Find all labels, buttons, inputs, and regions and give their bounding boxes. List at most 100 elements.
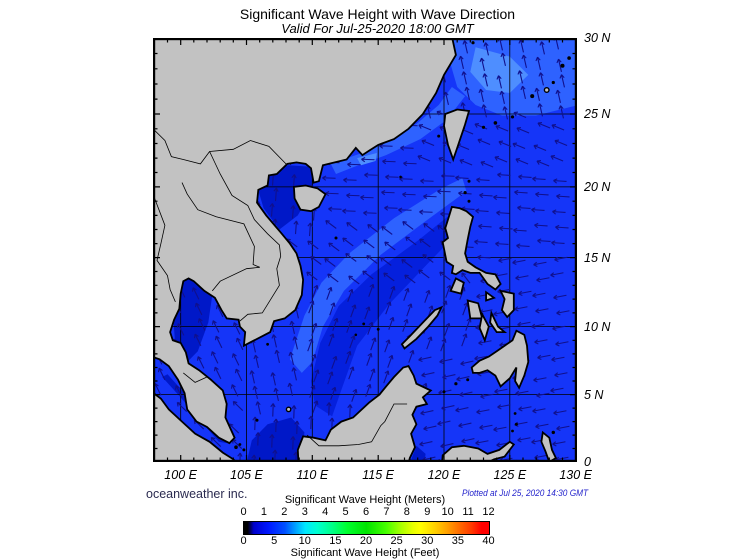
lat-label-5: 5 N xyxy=(584,387,604,402)
border-china-indochina xyxy=(153,128,287,165)
island-paracel xyxy=(334,236,338,240)
credit-plotted-timestamp: Plotted at Jul 25, 2020 14:30 GMT xyxy=(461,488,588,498)
island-pratas xyxy=(399,175,402,179)
land-hainan xyxy=(292,184,327,213)
lat-label-10: 10 N xyxy=(584,319,611,334)
border-vietnam-west xyxy=(209,151,282,322)
land-palawan xyxy=(400,305,444,350)
island-ryukyu-4 xyxy=(530,94,535,99)
feet-tick-40: 40 xyxy=(482,535,495,547)
island-amami-2 xyxy=(567,56,571,60)
island-sulu-2 xyxy=(454,382,458,386)
map-canvas xyxy=(153,38,577,462)
lat-label-30: 30 N xyxy=(584,31,611,45)
land-mindoro xyxy=(449,277,465,295)
island-sulu-1 xyxy=(442,390,446,394)
meters-tick-2: 2 xyxy=(281,506,288,518)
valid-time-subtitle: Valid For Jul-25-2020 18:00 GMT xyxy=(281,21,474,36)
legend-feet-title: Significant Wave Height (Feet) xyxy=(290,547,440,559)
island-babuyan-2 xyxy=(467,199,471,203)
border-thailand-myanmar xyxy=(153,193,176,303)
meters-tick-12: 12 xyxy=(482,506,495,518)
legend-meters-title: Significant Wave Height (Meters) xyxy=(284,494,446,506)
land-borneo xyxy=(296,365,433,462)
map-svg xyxy=(153,38,577,462)
land-asia-mainland xyxy=(153,38,457,445)
feet-tick-35: 35 xyxy=(451,535,464,547)
land-sulawesi xyxy=(441,440,516,462)
island-batanes-1 xyxy=(467,179,471,183)
meters-tick-7: 7 xyxy=(383,506,390,518)
island-okinawa xyxy=(543,87,550,94)
sea-region-vietnam-offshore-light-band xyxy=(289,178,467,373)
land-negros xyxy=(478,311,490,343)
wave-height-colorbar xyxy=(243,521,490,535)
meters-tick-9: 9 xyxy=(424,506,431,518)
feet-tick-30: 30 xyxy=(421,535,434,547)
sea-region-makassar-dark xyxy=(410,445,426,462)
island-anambas xyxy=(255,418,259,422)
land-luzon xyxy=(441,205,502,291)
border-malaysia-thailand xyxy=(183,372,208,383)
land-mindanao xyxy=(470,329,530,390)
meters-tick-11: 11 xyxy=(462,506,474,518)
feet-tick-0: 0 xyxy=(240,535,247,547)
border-thailand-laos xyxy=(181,182,260,268)
island-ryukyu-5 xyxy=(551,80,555,85)
meters-tick-5: 5 xyxy=(342,506,349,518)
lon-label-115: 115 E xyxy=(362,468,395,482)
land-masbate xyxy=(485,290,496,302)
lon-label-125: 125 E xyxy=(493,468,527,482)
land-taiwan xyxy=(443,108,471,163)
meters-tick-6: 6 xyxy=(362,506,370,518)
meters-tick-1: 1 xyxy=(260,506,267,518)
meters-tick-10: 10 xyxy=(441,506,454,518)
island-penghu xyxy=(437,134,441,138)
island-riau-3 xyxy=(238,443,242,446)
feet-tick-5: 5 xyxy=(271,535,278,547)
map-frame xyxy=(153,38,577,462)
lon-label-105: 105 E xyxy=(230,468,263,482)
island-sangihe-2 xyxy=(514,422,518,426)
lon-label-110: 110 E xyxy=(296,468,329,482)
sea-region-east-china-sea-lightest xyxy=(470,47,529,93)
lat-label-0: 0 xyxy=(584,455,591,469)
lat-label-20: 20 N xyxy=(584,179,611,194)
land-sumatra xyxy=(153,391,238,462)
meters-tick-3: 3 xyxy=(301,506,308,518)
island-riau-2 xyxy=(242,448,246,452)
lat-label-15: 15 N xyxy=(584,250,611,265)
island-ryukyu-2 xyxy=(493,121,498,125)
lon-label-120: 120 E xyxy=(427,468,461,482)
island-sangihe-3 xyxy=(511,429,514,433)
island-zhoushan xyxy=(471,41,475,45)
island-ryukyu-1 xyxy=(481,125,486,129)
sea-region-gulf-of-thailand-dark xyxy=(172,277,213,364)
land-cebu-bohol xyxy=(489,309,508,334)
island-con-son xyxy=(266,342,269,346)
island-sangihe-1 xyxy=(513,412,517,415)
island-spratly-3 xyxy=(354,333,358,337)
border-thailand-cambodia xyxy=(211,266,260,292)
sea-region-java-sea-dark xyxy=(246,417,305,462)
island-morotai xyxy=(551,430,555,435)
feet-tick-25: 25 xyxy=(390,535,403,547)
page-title: Significant Wave Height with Wave Direct… xyxy=(239,6,516,22)
island-babuyan-1 xyxy=(463,191,467,195)
island-spratly-1 xyxy=(362,322,366,326)
land-samar-leyte xyxy=(498,289,515,319)
meters-tick-8: 8 xyxy=(403,506,410,518)
feet-tick-20: 20 xyxy=(359,535,373,547)
island-riau-1 xyxy=(234,445,238,450)
credit-oceanweather: oceanweather inc. xyxy=(146,487,248,501)
island-amami-1 xyxy=(560,63,565,68)
meters-tick-4: 4 xyxy=(322,506,329,518)
lat-label-25: 25 N xyxy=(584,106,611,121)
island-spratly-2 xyxy=(376,327,380,331)
feet-tick-15: 15 xyxy=(329,535,342,547)
lon-label-130: 130 E xyxy=(559,468,593,482)
meters-tick-0: 0 xyxy=(240,506,247,518)
degree-ticks xyxy=(153,38,577,462)
island-natuna xyxy=(285,406,292,413)
